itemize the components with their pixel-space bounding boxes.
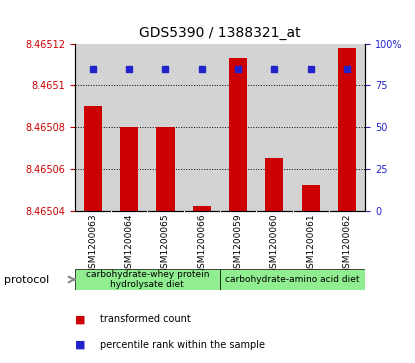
Bar: [84, 106, 102, 211]
Text: GSM1200063: GSM1200063: [88, 213, 98, 274]
Text: GSM1200061: GSM1200061: [306, 213, 315, 274]
Bar: [75, 44, 111, 211]
FancyBboxPatch shape: [75, 269, 220, 290]
Text: GSM1200062: GSM1200062: [342, 213, 352, 274]
Text: transformed count: transformed count: [100, 314, 190, 325]
Bar: [229, 58, 247, 211]
Bar: [302, 185, 320, 211]
Text: ■: ■: [75, 340, 85, 350]
Bar: [329, 44, 365, 211]
FancyBboxPatch shape: [220, 269, 365, 290]
Text: GSM1200059: GSM1200059: [234, 213, 243, 274]
Bar: [120, 127, 138, 211]
Title: GDS5390 / 1388321_at: GDS5390 / 1388321_at: [139, 26, 301, 40]
Text: GSM1200064: GSM1200064: [124, 213, 134, 274]
Bar: [256, 44, 293, 211]
Text: ■: ■: [75, 314, 85, 325]
Bar: [338, 48, 356, 211]
Bar: [193, 206, 211, 211]
Text: GSM1200065: GSM1200065: [161, 213, 170, 274]
Bar: [111, 44, 147, 211]
Text: carbohydrate-amino acid diet: carbohydrate-amino acid diet: [225, 275, 360, 284]
Bar: [147, 44, 183, 211]
Text: carbohydrate-whey protein
hydrolysate diet: carbohydrate-whey protein hydrolysate di…: [85, 270, 209, 289]
Bar: [220, 44, 256, 211]
Bar: [156, 127, 175, 211]
Text: GSM1200066: GSM1200066: [197, 213, 206, 274]
Text: protocol: protocol: [4, 274, 49, 285]
Bar: [293, 44, 329, 211]
Bar: [183, 44, 220, 211]
Text: percentile rank within the sample: percentile rank within the sample: [100, 340, 265, 350]
Bar: [265, 158, 283, 211]
Text: GSM1200060: GSM1200060: [270, 213, 279, 274]
